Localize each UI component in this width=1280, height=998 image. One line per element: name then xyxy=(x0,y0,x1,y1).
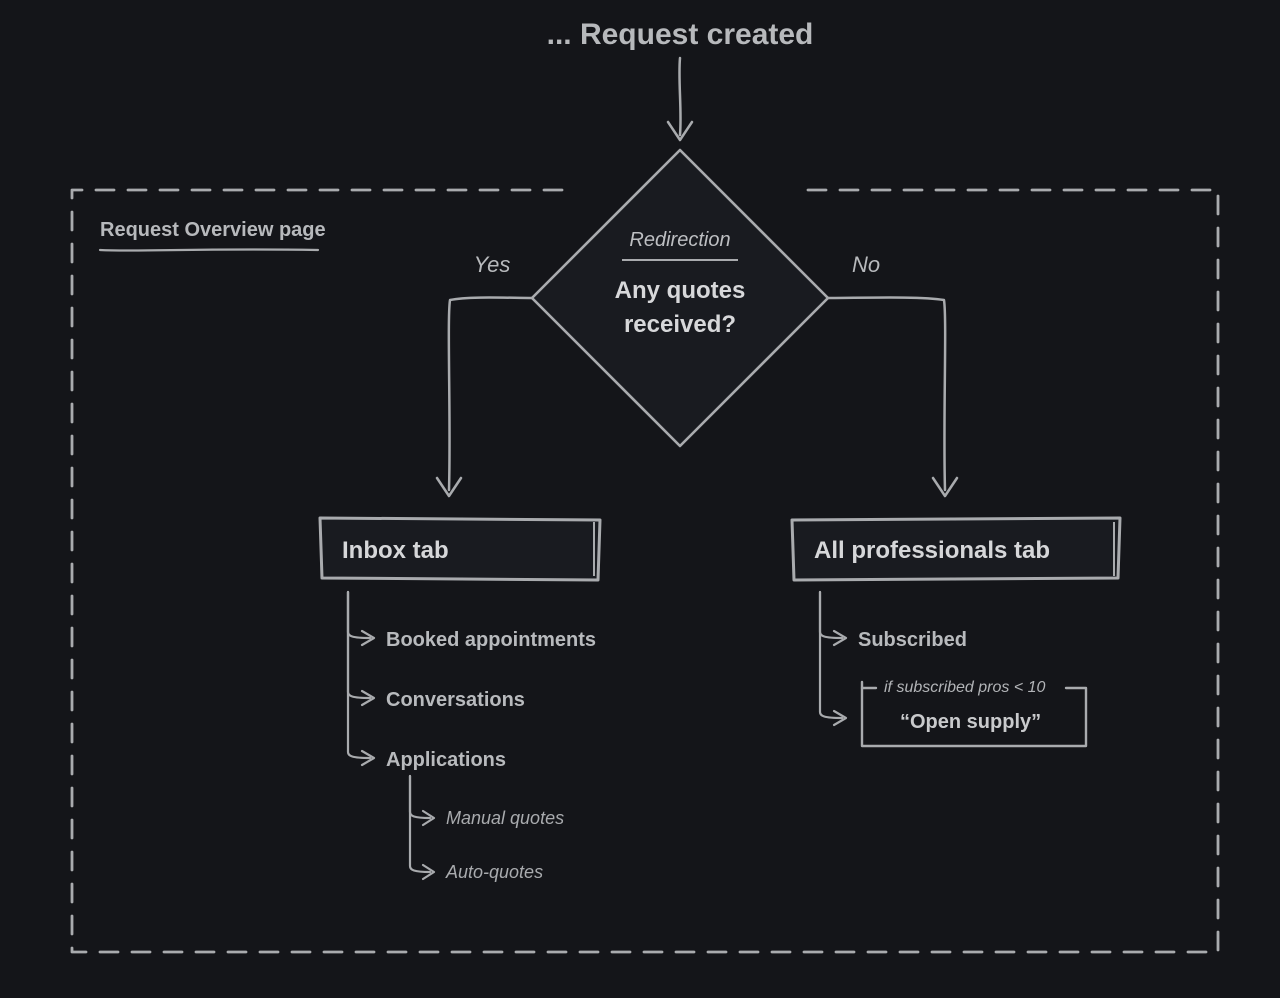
open-supply-node: if subscribed pros < 10 “Open supply” xyxy=(862,679,1086,746)
inbox-item-conversations: Conversations xyxy=(386,689,525,711)
all-pros-tab-title: All professionals tab xyxy=(814,537,1050,564)
inbox-children: Booked appointments Conversations Applic… xyxy=(348,592,596,882)
decision-subtitle: Redirection xyxy=(629,229,730,251)
start-node-label: ... Request created xyxy=(547,18,814,51)
flowchart-diagram: ... Request created Request Overview pag… xyxy=(0,0,1280,998)
inbox-item-applications: Applications xyxy=(386,749,506,771)
branch-no-label: No xyxy=(852,252,880,277)
arrow-yes-branch xyxy=(437,298,532,497)
all-pros-tab-node: All professionals tab xyxy=(792,518,1120,580)
decision-line2: received? xyxy=(624,311,736,338)
inbox-tab-title: Inbox tab xyxy=(342,537,449,564)
all-pros-children: Subscribed xyxy=(820,592,967,725)
all-pros-item-subscribed: Subscribed xyxy=(858,629,967,651)
arrow-start-to-decision xyxy=(668,58,692,140)
open-supply-condition: if subscribed pros < 10 xyxy=(884,679,1046,696)
inbox-sub-auto: Auto-quotes xyxy=(445,862,543,882)
container-title: Request Overview page xyxy=(100,219,326,241)
branch-yes-label: Yes xyxy=(474,252,511,277)
inbox-tab-node: Inbox tab xyxy=(320,518,600,580)
decision-node: Redirection Any quotes received? xyxy=(532,150,828,446)
arrow-no-branch xyxy=(828,298,957,497)
inbox-item-booked: Booked appointments xyxy=(386,629,596,651)
decision-line1: Any quotes xyxy=(615,277,746,304)
inbox-sub-manual: Manual quotes xyxy=(446,808,564,828)
open-supply-label: “Open supply” xyxy=(900,711,1041,733)
